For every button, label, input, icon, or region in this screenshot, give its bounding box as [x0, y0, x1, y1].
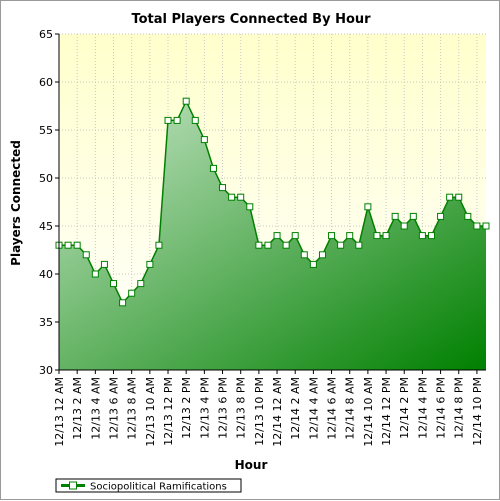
legend-label: Sociopolitical Ramifications	[90, 482, 227, 493]
legend: Sociopolitical Ramifications	[55, 478, 242, 493]
data-point-marker	[82, 251, 90, 259]
data-point-marker	[309, 260, 317, 268]
data-point-marker	[155, 241, 163, 249]
x-tick-label: 12/13 8 PM	[235, 377, 248, 439]
data-point-marker	[482, 222, 490, 230]
x-tick-label: 12/14 6 PM	[435, 377, 448, 439]
data-point-marker	[328, 232, 336, 240]
x-tick-label: 12/14 10 PM	[471, 377, 484, 446]
x-tick-label: 12/13 10 AM	[144, 377, 157, 447]
legend-box	[55, 478, 242, 493]
data-point-marker	[427, 232, 435, 240]
x-tick-label: 12/14 6 AM	[326, 377, 339, 440]
data-point-marker	[64, 241, 72, 249]
x-tick-label: 12/14 4 AM	[307, 377, 320, 440]
data-point-marker	[382, 232, 390, 240]
x-tick-label: 12/14 8 AM	[344, 377, 357, 440]
data-point-marker	[473, 222, 481, 230]
x-tick-label: 12/14 2 AM	[289, 377, 302, 440]
data-point-marker	[219, 184, 227, 192]
y-tick-label: 40	[39, 268, 53, 281]
data-point-marker	[209, 164, 217, 172]
x-tick-label: 12/13 2 PM	[180, 377, 193, 439]
y-tick-label: 45	[39, 220, 53, 233]
data-point-marker	[264, 241, 272, 249]
data-point-marker	[337, 241, 345, 249]
x-tick-label: 12/14 10 AM	[362, 377, 375, 447]
data-point-marker	[137, 280, 145, 288]
x-tick-label: 12/13 4 PM	[198, 377, 211, 439]
data-point-marker	[446, 193, 454, 201]
data-point-marker	[110, 280, 118, 288]
data-point-marker	[73, 241, 81, 249]
marker-layer	[55, 97, 490, 307]
y-tick-label: 35	[39, 316, 53, 329]
x-tick-label: 12/14 12 AM	[271, 377, 284, 447]
y-axis-title: Players Connected	[9, 140, 23, 266]
data-point-marker	[391, 212, 399, 220]
y-axis-ticks: 30 35 40 45 50 55 60 65	[39, 28, 59, 377]
data-point-marker	[409, 212, 417, 220]
data-point-marker	[355, 241, 363, 249]
x-tick-label: 12/13 6 AM	[108, 377, 121, 440]
data-point-marker	[400, 222, 408, 230]
data-point-marker	[255, 241, 263, 249]
x-tick-label: 12/13 4 AM	[89, 377, 102, 440]
x-tick-label: 12/13 6 PM	[217, 377, 230, 439]
x-tick-label: 12/13 12 AM	[53, 377, 66, 447]
y-tick-label: 30	[39, 364, 53, 377]
data-point-marker	[291, 232, 299, 240]
data-point-marker	[418, 232, 426, 240]
data-point-marker	[346, 232, 354, 240]
data-point-marker	[200, 136, 208, 144]
data-point-marker	[91, 270, 99, 278]
series-area	[59, 101, 486, 370]
x-tick-label: 12/13 12 PM	[162, 377, 175, 446]
legend-swatch-marker	[69, 481, 77, 490]
data-point-marker	[437, 212, 445, 220]
data-point-marker	[228, 193, 236, 201]
data-point-marker	[128, 289, 136, 297]
data-point-marker	[119, 299, 127, 307]
y-tick-label: 60	[39, 76, 53, 89]
data-point-marker	[100, 260, 108, 268]
data-point-marker	[173, 116, 181, 124]
y-tick-label: 55	[39, 124, 53, 137]
y-tick-label: 65	[39, 28, 53, 41]
x-tick-label: 12/14 8 PM	[453, 377, 466, 439]
x-tick-label: 12/14 12 PM	[380, 377, 393, 446]
chart-title: Total Players Connected By Hour	[131, 12, 371, 27]
data-point-marker	[182, 97, 190, 105]
data-point-marker	[364, 203, 372, 211]
data-point-marker	[282, 241, 290, 249]
data-point-marker	[300, 251, 308, 259]
data-point-marker	[318, 251, 326, 259]
x-tick-label: 12/14 4 PM	[416, 377, 429, 439]
x-tick-label: 12/13 2 AM	[71, 377, 84, 440]
data-point-marker	[273, 232, 281, 240]
data-point-marker	[191, 116, 199, 124]
data-point-marker	[146, 260, 154, 268]
x-tick-label: 12/14 2 PM	[398, 377, 411, 439]
x-tick-label: 12/13 10 PM	[253, 377, 266, 446]
x-axis-ticks: 12/13 12 AM 12/13 2 AM 12/13 4 AM 12/13 6 A…	[53, 370, 484, 447]
data-point-marker	[164, 116, 172, 124]
data-point-marker	[373, 232, 381, 240]
data-point-marker	[464, 212, 472, 220]
x-tick-label: 12/13 8 AM	[126, 377, 139, 440]
y-tick-label: 50	[39, 172, 53, 185]
data-point-marker	[455, 193, 463, 201]
x-axis-title: Hour	[235, 458, 268, 472]
data-point-marker	[246, 203, 254, 211]
data-point-marker	[237, 193, 245, 201]
